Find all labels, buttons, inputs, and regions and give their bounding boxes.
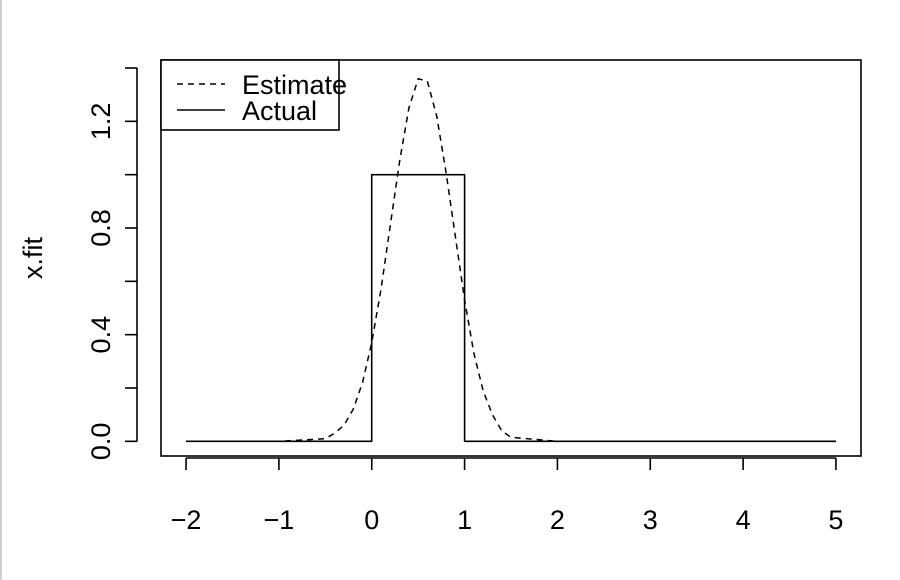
x-tick-label: 4 bbox=[736, 505, 751, 535]
y-axis-label: x.fit bbox=[18, 237, 48, 280]
series-line-actual bbox=[186, 173, 836, 443]
series-layer bbox=[186, 77, 836, 443]
x-tick-label: −2 bbox=[171, 505, 202, 535]
y-tick-label: 0.0 bbox=[86, 423, 116, 461]
x-tick-label: 3 bbox=[643, 505, 658, 535]
x-tick-label: 2 bbox=[550, 505, 565, 535]
x-tick-label: 1 bbox=[457, 505, 472, 535]
x-tick-label: 5 bbox=[828, 505, 843, 535]
y-tick-label: 0.8 bbox=[86, 209, 116, 247]
x-tick-label: −1 bbox=[264, 505, 295, 535]
legend-label-estimate: Estimate bbox=[242, 70, 347, 100]
legend-box bbox=[160, 59, 340, 131]
legend-label-actual: Actual bbox=[242, 96, 317, 126]
series-line-estimate bbox=[186, 77, 836, 443]
y-tick-label: 1.2 bbox=[86, 103, 116, 141]
x-axis: −2 −1 0 1 2 3 4 5 bbox=[171, 457, 843, 535]
plot-frame bbox=[160, 59, 862, 457]
y-tick-label: 0.4 bbox=[86, 316, 116, 354]
x-tick-label: 0 bbox=[364, 505, 379, 535]
window-edge bbox=[0, 0, 2, 580]
y-axis: 0.0 0.4 0.8 1.2 bbox=[86, 67, 138, 461]
